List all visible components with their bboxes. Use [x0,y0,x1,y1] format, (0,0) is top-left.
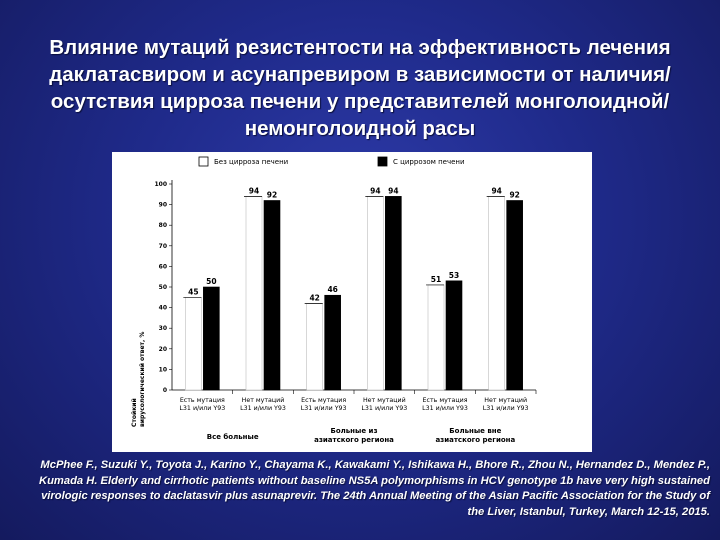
bar-value-label: 51 [431,275,441,284]
bar-cirrhosis [203,286,220,391]
legend-swatch-no-cirrhosis [198,156,209,167]
y-tick-label: 0 [163,387,167,394]
y-tick-label: 80 [159,222,167,229]
y-tick-label: 10 [159,366,167,373]
y-tick-label: 50 [159,284,167,291]
legend-label-no-cirrhosis: Без цирроза печени [214,158,288,166]
bar-no-cirrhosis [185,297,202,391]
y-axis-label-line2: вирусологический ответ, % [139,332,146,427]
y-tick-label: 20 [159,346,167,353]
y-tick-label: 70 [159,243,167,250]
category-label: L31 и/или Y93 [483,405,529,412]
category-label: Нет мутаций [242,396,285,404]
group-label: азиатского региона [435,436,515,444]
chart-bars [183,196,523,391]
bar-value-label: 92 [267,190,277,199]
bar-cirrhosis [506,200,523,391]
bar-value-label: 92 [509,190,519,199]
group-label: Все больные [207,433,259,441]
chart-legend: Без цирроза печени С циррозом печени [198,156,465,167]
bar-cirrhosis [324,294,341,391]
y-tick-label: 60 [159,263,167,270]
bar-value-label: 94 [249,186,259,195]
bar-cirrhosis [263,200,281,391]
category-label: Нет мутаций [484,396,527,404]
bar-value-label: 94 [388,186,398,195]
category-label: L31 и/или Y93 [301,405,347,412]
slide-title: Влияние мутаций резистентости на эффекти… [49,36,671,140]
bar-no-cirrhosis [245,196,263,391]
category-label: L31 и/или Y93 [240,405,286,412]
bar-no-cirrhosis [306,303,323,391]
y-axis-label-line1: Стойкий [131,398,138,427]
chart-axes: 0 10 20 30 40 50 60 70 80 90 100 [154,180,537,394]
bar-value-label: 94 [370,186,380,195]
category-label: Есть мутация [180,397,225,404]
bar-value-label: 45 [188,287,198,296]
y-tick-label: 100 [154,181,167,188]
bar-value-label: 94 [491,186,501,195]
category-label: Нет мутаций [363,396,406,404]
category-label: Есть мутация [423,397,468,404]
group-label: Больные из [330,427,377,435]
bar-chart-svg: Без цирроза печени С циррозом печени Сто… [131,156,537,444]
bar-no-cirrhosis [488,196,505,391]
bar-value-label: 53 [449,271,459,280]
bar-cirrhosis [445,280,463,391]
legend-label-cirrhosis: С циррозом печени [393,158,465,166]
legend-swatch-cirrhosis [377,156,388,167]
category-label: L31 и/или Y93 [422,405,468,412]
bar-no-cirrhosis [367,196,384,391]
bar-no-cirrhosis [427,284,445,391]
citation: McPhee F., Suzuki Y., Toyota J., Karino … [39,459,710,518]
y-tick-label: 90 [159,202,167,209]
group-label: азиатского региона [314,436,394,444]
category-label: Есть мутация [301,397,346,404]
category-label: L31 и/или Y93 [361,405,407,412]
group-label: Больные вне [449,427,501,435]
category-label: L31 и/или Y93 [179,405,225,412]
y-tick-label: 30 [159,325,167,332]
bar-value-label: 46 [327,285,337,294]
y-tick-label: 40 [159,305,167,312]
bar-value-label: 42 [309,293,319,302]
bar-cirrhosis [385,196,402,391]
bar-value-label: 50 [206,277,216,286]
bar-chart: Без цирроза печени С циррозом печени Сто… [112,152,592,452]
